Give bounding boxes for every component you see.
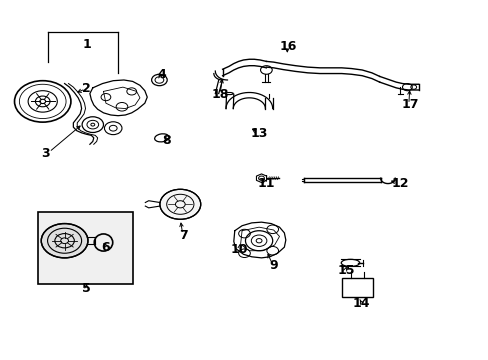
Text: 7: 7 <box>179 229 188 242</box>
Text: 5: 5 <box>82 283 91 296</box>
Text: 1: 1 <box>82 38 91 51</box>
Text: 6: 6 <box>102 241 110 255</box>
Bar <box>38 212 132 284</box>
Text: 10: 10 <box>230 243 248 256</box>
Text: 16: 16 <box>279 40 296 53</box>
Text: 2: 2 <box>82 82 91 95</box>
Text: 9: 9 <box>269 259 277 272</box>
Text: 11: 11 <box>257 177 275 190</box>
Text: 3: 3 <box>41 147 49 160</box>
Text: 8: 8 <box>162 134 171 147</box>
Text: 14: 14 <box>352 297 369 310</box>
Bar <box>341 278 372 297</box>
Circle shape <box>41 224 88 258</box>
Circle shape <box>160 189 201 219</box>
Text: 18: 18 <box>211 88 228 101</box>
Text: 12: 12 <box>390 177 408 190</box>
Text: 13: 13 <box>250 127 267 140</box>
Text: 15: 15 <box>337 264 355 276</box>
Text: 4: 4 <box>157 68 166 81</box>
Text: 17: 17 <box>400 99 418 112</box>
